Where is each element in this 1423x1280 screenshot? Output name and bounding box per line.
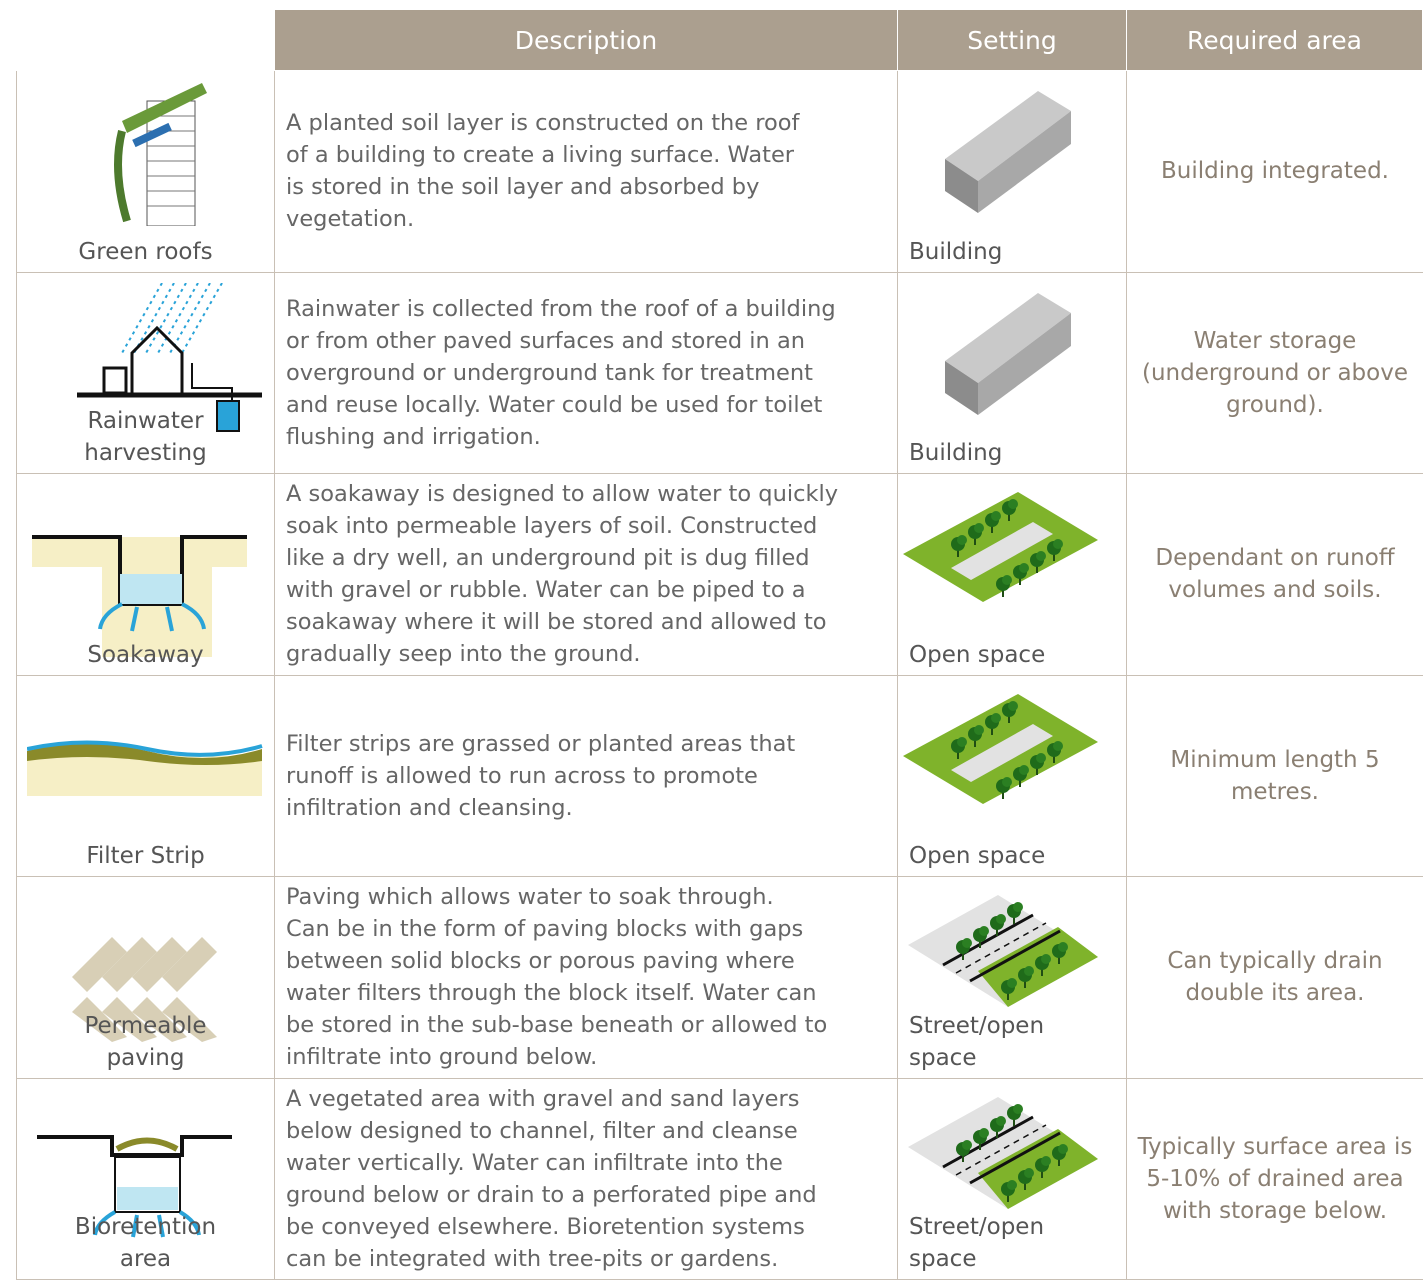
setting-cell: Street/open space <box>898 877 1127 1079</box>
description-line: below designed to channel, filter and cl… <box>286 1115 897 1147</box>
required-area-text: Typically surface area is 5-10% of drain… <box>1131 1131 1419 1227</box>
description-line: Rainwater is collected from the roof of … <box>286 293 897 325</box>
street-icon <box>908 895 1108 1020</box>
description-line: is stored in the soil layer and absorbed… <box>286 171 897 203</box>
description-line: A planted soil layer is constructed on t… <box>286 107 897 139</box>
required-area-cell: Can typically drain double its area. <box>1127 877 1423 1079</box>
method-name: Green roofs <box>17 236 274 268</box>
setting-label: Street/open space <box>909 1211 1069 1275</box>
required-area-text: Minimum length 5 metres. <box>1131 744 1419 808</box>
method-name: Bioretention area <box>17 1211 274 1275</box>
description-line: can be integrated with tree-pits or gard… <box>286 1243 897 1275</box>
description-line: infiltration and cleansing. <box>286 792 897 824</box>
description-line: with gravel or rubble. Water can be pipe… <box>286 574 897 606</box>
description-line: ground below or drain to a perforated pi… <box>286 1179 897 1211</box>
description-line: and reuse locally. Water could be used f… <box>286 389 897 421</box>
description-line: gradually seep into the ground. <box>286 638 897 670</box>
description-cell: Rainwater is collected from the roof of … <box>275 273 898 475</box>
description-line: soakaway where it will be stored and all… <box>286 606 897 638</box>
required-area-text: Dependant on runoff volumes and soils. <box>1131 542 1419 606</box>
description-line: soak into permeable layers of soil. Cons… <box>286 510 897 542</box>
required-area-cell: Dependant on runoff volumes and soils. <box>1127 474 1423 676</box>
description-line: A vegetated area with gravel and sand la… <box>286 1083 897 1115</box>
method-name: Filter Strip <box>17 840 274 872</box>
setting-label: Building <box>909 437 1069 469</box>
required-area-cell: Minimum length 5 metres. <box>1127 676 1423 878</box>
description-line: between solid blocks or porous paving wh… <box>286 945 897 977</box>
setting-cell: Street/open space <box>898 1079 1127 1280</box>
description-line: like a dry well, an underground pit is d… <box>286 542 897 574</box>
open-space-icon <box>903 492 1103 617</box>
icon-cell: Filter Strip <box>16 676 275 878</box>
setting-label: Open space <box>909 840 1069 872</box>
description-line: infiltrate into ground below. <box>286 1041 897 1073</box>
description-cell: A planted soil layer is constructed on t… <box>275 71 898 273</box>
description-line: of a building to create a living surface… <box>286 139 897 171</box>
description-line: be stored in the sub-base beneath or all… <box>286 1009 897 1041</box>
setting-cell: Open space <box>898 676 1127 878</box>
required-area-text: Water storage (underground or above grou… <box>1131 325 1419 421</box>
setting-label: Street/open space <box>909 1010 1069 1074</box>
method-name: Permeable paving <box>17 1010 274 1074</box>
header-cell: Description <box>275 10 898 71</box>
description-line: or from other paved surfaces and stored … <box>286 325 897 357</box>
description-line: Filter strips are grassed or planted are… <box>286 728 897 760</box>
required-area-cell: Typically surface area is 5-10% of drain… <box>1127 1079 1423 1280</box>
icon-cell: Green roofs <box>16 71 275 273</box>
description-line: Can be in the form of paving blocks with… <box>286 913 897 945</box>
setting-label: Building <box>909 236 1069 268</box>
building-icon <box>943 291 1073 416</box>
setting-label: Open space <box>909 639 1069 671</box>
description-line: water vertically. Water can infiltrate i… <box>286 1147 897 1179</box>
description-line: runoff is allowed to run across to promo… <box>286 760 897 792</box>
setting-cell: Building <box>898 273 1127 475</box>
method-name: Rainwater harvesting <box>17 405 274 469</box>
icon-cell: Bioretention area <box>16 1079 275 1280</box>
icon-cell: Rainwater harvesting <box>16 273 275 475</box>
icon-cell: Permeable paving <box>16 877 275 1079</box>
description-cell: Paving which allows water to soak throug… <box>275 877 898 1079</box>
header-cell: Required area <box>1127 10 1423 71</box>
description-line: vegetation. <box>286 203 897 235</box>
description-cell: A vegetated area with gravel and sand la… <box>275 1079 898 1280</box>
description-line: Paving which allows water to soak throug… <box>286 881 897 913</box>
description-line: A soakaway is designed to allow water to… <box>286 478 897 510</box>
icon-cell: Soakaway <box>16 474 275 676</box>
method-name: Soakaway <box>17 639 274 671</box>
header-cell: Setting <box>898 10 1127 71</box>
description-cell: Filter strips are grassed or planted are… <box>275 676 898 878</box>
building-icon <box>943 89 1073 214</box>
required-area-cell: Water storage (underground or above grou… <box>1127 273 1423 475</box>
filter-strip-icon <box>27 731 267 801</box>
description-line: water filters through the block itself. … <box>286 977 897 1009</box>
required-area-text: Can typically drain double its area. <box>1131 945 1419 1009</box>
description-line: flushing and irrigation. <box>286 421 897 453</box>
description-cell: A soakaway is designed to allow water to… <box>275 474 898 676</box>
description-line: be conveyed elsewhere. Bioretention syst… <box>286 1211 897 1243</box>
setting-cell: Open space <box>898 474 1127 676</box>
required-area-text: Building integrated. <box>1161 155 1389 187</box>
green-roof-icon <box>92 81 222 226</box>
open-space-icon <box>903 694 1103 819</box>
setting-cell: Building <box>898 71 1127 273</box>
required-area-cell: Building integrated. <box>1127 71 1423 273</box>
description-line: overground or underground tank for treat… <box>286 357 897 389</box>
street-icon <box>908 1097 1108 1222</box>
